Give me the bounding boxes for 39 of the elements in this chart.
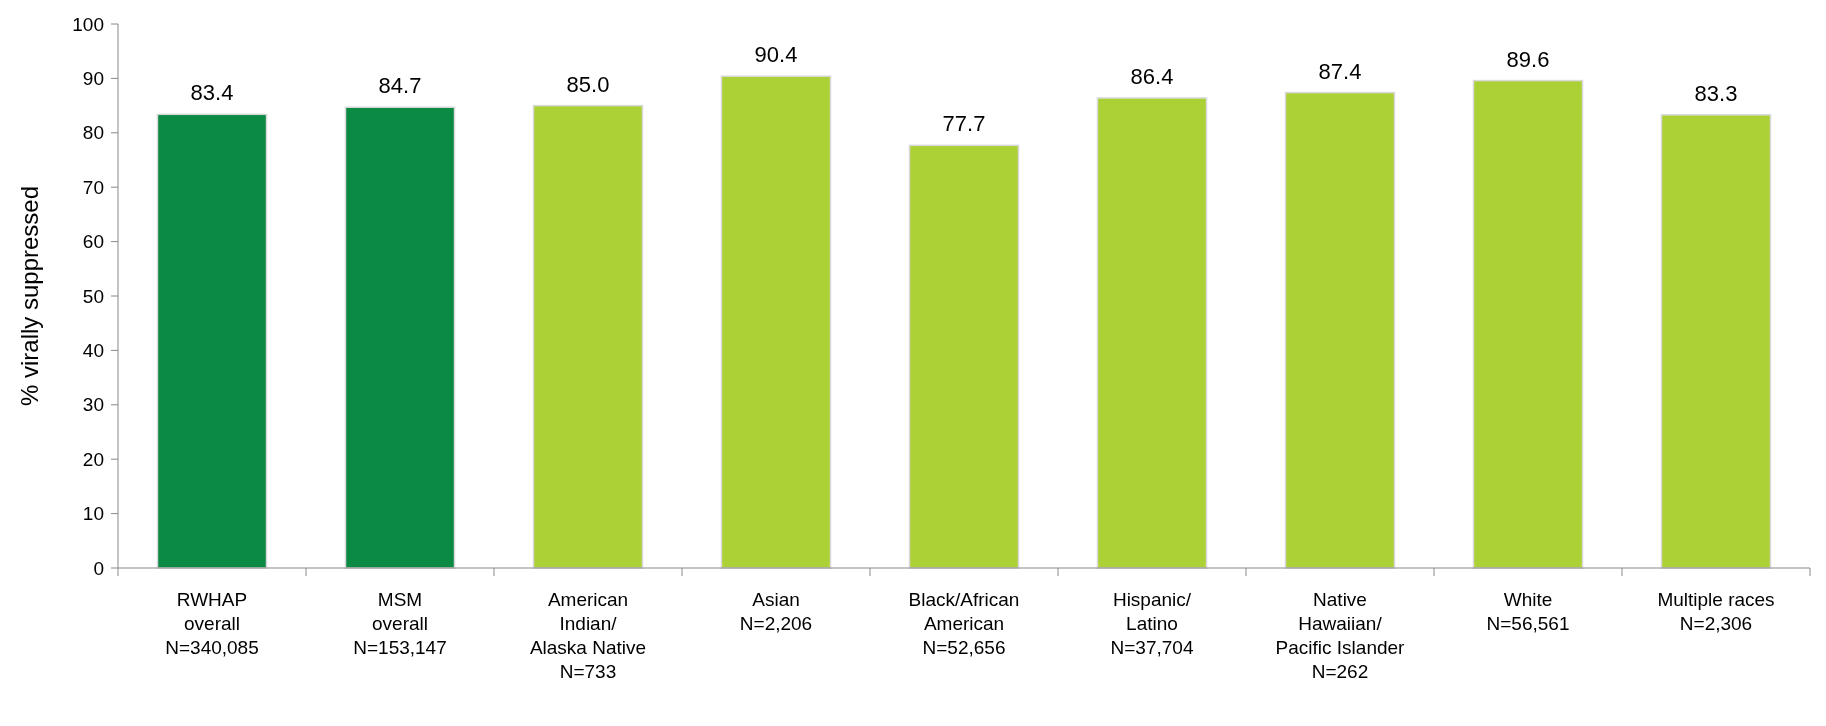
y-tick-label: 20 (82, 448, 104, 470)
x-tick-label: Black/African American N=52,656 (908, 589, 1020, 658)
y-tick-label: 0 (93, 557, 104, 579)
bar (1096, 97, 1208, 569)
x-tick-label: American Indian/ Alaska Native N=733 (529, 589, 647, 682)
y-tick-label: 90 (82, 68, 104, 90)
bar (532, 104, 644, 569)
x-tick-label: MSM overall N=153,147 (353, 589, 447, 658)
data-label: 86.4 (1130, 63, 1174, 89)
x-tick-label: White N=56,561 (1486, 589, 1570, 634)
y-tick-label: 70 (82, 176, 104, 198)
bar (1284, 91, 1396, 569)
y-tick-label: 30 (82, 394, 104, 416)
bar (908, 144, 1020, 569)
bar (1660, 114, 1772, 569)
x-tick-label: Hispanic/ Latino N=37,704 (1110, 589, 1194, 658)
bar (344, 106, 456, 569)
y-tick-label: 40 (82, 340, 104, 362)
data-label: 89.6 (1506, 46, 1550, 72)
data-label: 90.4 (754, 42, 798, 68)
y-tick-label: 100 (72, 13, 104, 35)
data-label: 87.4 (1318, 58, 1362, 84)
y-tick-label: 80 (82, 122, 104, 144)
x-tick-label: Native Hawaiian/ Pacific Islander N=262 (1275, 589, 1406, 682)
x-tick-label: Asian N=2,206 (739, 589, 813, 634)
data-label: 83.3 (1694, 80, 1738, 106)
data-label: 77.7 (942, 111, 986, 137)
y-axis-title: % virally suppressed (16, 185, 43, 407)
y-tick-label: 60 (82, 231, 104, 253)
data-label: 85.0 (566, 71, 610, 97)
data-label: 84.7 (378, 73, 422, 99)
bar (156, 113, 268, 569)
y-tick-label: 50 (82, 285, 104, 307)
y-tick-label: 10 (82, 503, 104, 525)
bar (1472, 79, 1584, 569)
x-tick-label: Multiple races N=2,306 (1657, 589, 1775, 634)
x-tick-label: RWHAP overall N=340,085 (165, 589, 259, 658)
bar (720, 75, 832, 569)
data-label: 83.4 (190, 80, 234, 106)
